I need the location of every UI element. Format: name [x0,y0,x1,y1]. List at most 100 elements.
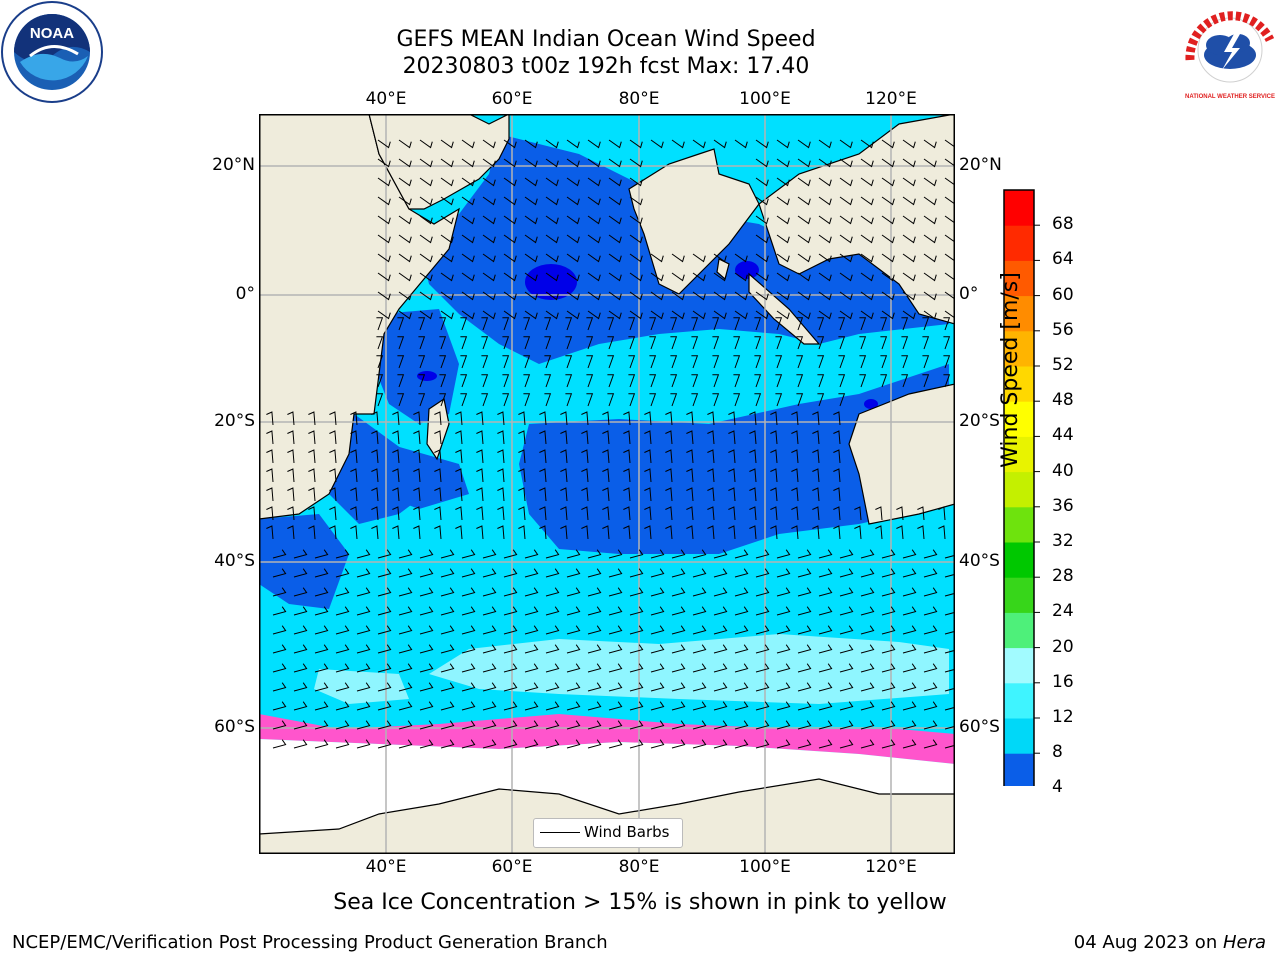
wind-barb [392,525,400,540]
wind-barb [776,291,790,301]
wind-barb [602,411,610,426]
wind-barb [922,336,930,350]
colorbar-tick-label: 52 [1052,355,1074,375]
wind-barb [671,682,686,692]
wind-barb [818,215,832,225]
wind-barb [376,336,384,350]
wind-barb [755,215,769,225]
lon-label-top-120e: 120°E [865,89,917,109]
wind-barb [476,468,484,483]
wind-barb [314,663,329,673]
wind-barb [728,487,736,502]
wind-barb [860,682,875,692]
wind-barb [833,411,841,426]
wind-barb [266,525,274,540]
wind-barb [371,506,379,521]
wind-barb [923,720,938,730]
wind-barb [565,336,573,350]
wind-barb [839,177,853,187]
wind-barb [629,215,643,225]
wind-barb [754,317,762,331]
wind-barb [734,701,749,711]
wind-barb [335,663,350,673]
wind-barb [797,606,812,616]
wind-barb [518,487,526,502]
wind-barb [943,355,951,369]
wind-barb [775,393,783,407]
wind-barb [392,411,400,426]
wind-barb [860,701,875,711]
lat-label-right-20s: 20°S [959,411,1000,431]
wind-barb [902,310,916,320]
wind-barb [775,336,783,350]
wind-barb [859,317,867,331]
wind-barb [502,393,510,407]
wind-barb [629,139,643,149]
wind-barb [881,549,896,559]
wind-barb [461,625,476,635]
lon-label-bottom-40e: 40°E [365,857,407,877]
wind-barb [587,253,601,263]
wind-barb [775,374,783,388]
wind-barb [293,568,308,578]
wind-barb [712,317,720,331]
wind-barb [860,291,874,301]
wind-barb [860,549,875,559]
wind-barb [440,587,455,597]
wind-barb [503,272,517,282]
wind-barb [797,158,811,168]
wind-barb [461,158,475,168]
wind-barb [482,215,496,225]
lat-label-right-0: 0° [959,284,979,304]
wind-barb [329,468,337,483]
wind-barb [503,177,517,187]
colorbar-tick-label: 44 [1052,425,1074,446]
wind-barb [272,625,287,635]
wind-barb [854,506,862,521]
wind-barb [293,682,308,692]
wind-barb [923,310,937,320]
wind-barb [644,449,652,464]
wind-barb [440,272,454,282]
wind-barb [944,720,955,730]
wind-barb [398,272,412,282]
wind-barb [608,234,622,244]
wind-barb [818,663,833,673]
lon-label-top-80e: 80°E [618,89,660,109]
wind-barb [602,449,610,464]
wind-barb [713,253,727,263]
wind-barb [481,355,489,369]
wind-barb [901,317,909,331]
wind-barb [455,506,463,521]
sumatra-land [748,272,821,345]
wind-barb [503,139,517,149]
wind-barb [266,487,274,502]
wind-barb [623,411,631,426]
wind-barb [860,177,874,187]
wind-barb [770,506,778,521]
wind-barb [329,506,337,521]
wind-barb [770,411,778,426]
wind-barb [545,158,559,168]
wind-barb [880,374,888,388]
wind-barb [502,317,510,331]
wind-barb [644,487,652,502]
wind-barb [734,139,748,149]
wind-barb [503,568,518,578]
wind-barb [833,449,841,464]
wind-barb [482,196,496,206]
wind-barb [371,449,379,464]
wind-barb [419,139,433,149]
wind-barb [692,253,706,263]
wind-barb [440,739,455,749]
wind-barb [560,525,568,540]
lat-label-left-0: 0° [235,284,255,304]
wind-barb [818,549,833,559]
wind-barb [755,234,769,244]
wind-barb [377,682,392,692]
wind-barb [728,449,736,464]
wind-barb [713,644,728,654]
wind-barb [833,487,841,502]
wind-barb [776,234,790,244]
wind-barb [439,355,447,369]
